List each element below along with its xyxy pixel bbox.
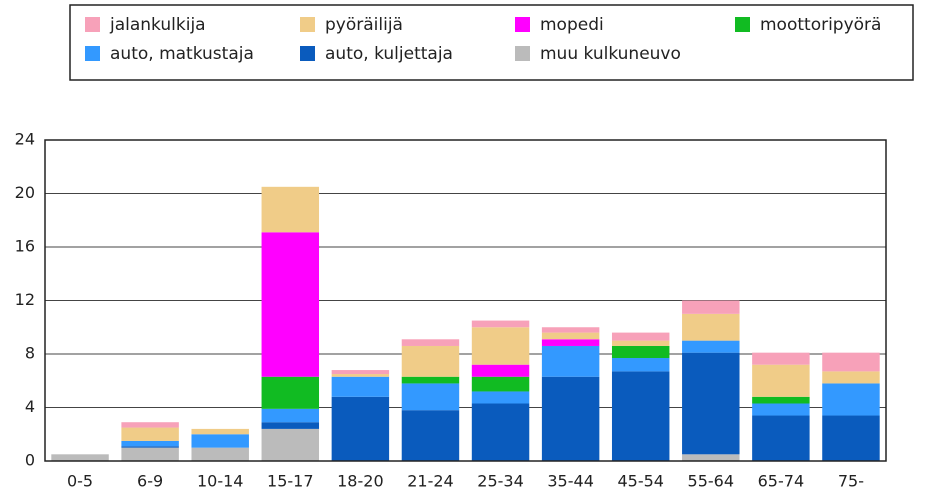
x-tick-label: 0-5 — [67, 472, 93, 491]
bar-segment — [752, 415, 810, 461]
bar-segment — [261, 232, 320, 377]
bar-segment — [471, 391, 530, 404]
legend-swatch — [515, 46, 530, 61]
bar-segment — [682, 352, 740, 455]
legend-swatch — [735, 17, 750, 32]
legend-label: mopedi — [540, 15, 604, 35]
bar-segment — [121, 446, 179, 448]
x-tick-label: 18-20 — [337, 472, 384, 491]
y-tick-label: 12 — [15, 290, 35, 309]
bar-segment — [611, 332, 670, 341]
bar-segment — [191, 447, 249, 461]
bar-segment — [611, 358, 670, 372]
bar-segment — [191, 434, 249, 448]
legend-label: auto, matkustaja — [110, 44, 254, 64]
legend-label: muu kulkuneuvo — [540, 44, 681, 64]
bar-segment — [471, 320, 530, 328]
x-tick-label: 75- — [838, 472, 864, 491]
y-tick-label: 16 — [15, 237, 35, 256]
bar-segment — [261, 408, 320, 423]
bar-segment — [541, 327, 600, 333]
x-tick-label: 55-64 — [688, 472, 735, 491]
legend-label: pyöräilijä — [325, 15, 403, 35]
bar-segment — [822, 415, 880, 461]
bar-segment — [541, 345, 600, 377]
bar-segment — [401, 383, 460, 411]
x-tick-label: 65-74 — [758, 472, 805, 491]
y-tick-label: 24 — [15, 130, 35, 149]
y-tick-label: 20 — [15, 183, 35, 202]
bar-segment — [51, 454, 109, 461]
bar-segment — [471, 376, 530, 392]
bar-segment — [401, 345, 460, 377]
y-tick-label: 0 — [25, 451, 35, 470]
bar-segment — [611, 371, 670, 461]
bar-segment — [752, 364, 810, 397]
bar-segment — [752, 396, 810, 404]
bar-segment — [682, 340, 740, 353]
bar-segment — [752, 403, 810, 416]
bar-segment — [121, 422, 179, 428]
bar-segment — [401, 410, 460, 461]
legend-swatch — [85, 46, 100, 61]
legend-swatch — [515, 17, 530, 32]
bar-segment — [541, 376, 600, 461]
bar-segment — [331, 370, 390, 375]
bar-segment — [471, 364, 530, 377]
bar-segment — [822, 383, 880, 416]
bar-segment — [541, 332, 600, 340]
x-tick-label: 10-14 — [197, 472, 244, 491]
bar-segment — [752, 352, 810, 365]
x-tick-label: 15-17 — [267, 472, 314, 491]
bar-segment — [822, 371, 880, 384]
bar-segment — [401, 339, 460, 346]
y-tick-label: 8 — [25, 344, 35, 363]
bar-segment — [682, 454, 740, 461]
legend-label: auto, kuljettaja — [325, 44, 453, 64]
bar-segment — [401, 376, 460, 384]
x-tick-label: 45-54 — [617, 472, 664, 491]
bar-segment — [331, 374, 390, 377]
legend-swatch — [300, 17, 315, 32]
plot-frame — [44, 139, 887, 462]
x-tick-label: 21-24 — [407, 472, 454, 491]
bar-segment — [121, 427, 179, 441]
legend-swatch — [300, 46, 315, 61]
bar-segment — [331, 396, 390, 461]
bar-segment — [611, 340, 670, 346]
bar-segment — [331, 376, 390, 397]
bar-segment — [261, 428, 320, 461]
legend-swatch — [85, 17, 100, 32]
legend-box — [69, 4, 914, 81]
bar-segment — [121, 440, 179, 447]
bar-segment — [611, 345, 670, 359]
bar-segment — [471, 403, 530, 461]
bar-segment — [822, 352, 880, 372]
bar-segment — [682, 300, 740, 314]
bar-segment — [261, 422, 320, 429]
x-tick-label: 25-34 — [477, 472, 524, 491]
bar-segment — [261, 376, 320, 409]
bar-segment — [121, 447, 179, 461]
y-tick-label: 4 — [25, 397, 35, 416]
bar-segment — [682, 313, 740, 341]
legend-label: jalankulkija — [109, 15, 206, 35]
x-tick-label: 6-9 — [137, 472, 163, 491]
x-tick-label: 35-44 — [547, 472, 594, 491]
legend: jalankulkija pyöräilijä mopedi moottoripyör… — [85, 15, 881, 64]
legend-label: moottoripyörä — [760, 15, 881, 35]
bar-segment — [471, 327, 530, 365]
bar-segment — [541, 339, 600, 346]
bar-segment — [261, 186, 320, 233]
bar-segment — [191, 428, 249, 435]
